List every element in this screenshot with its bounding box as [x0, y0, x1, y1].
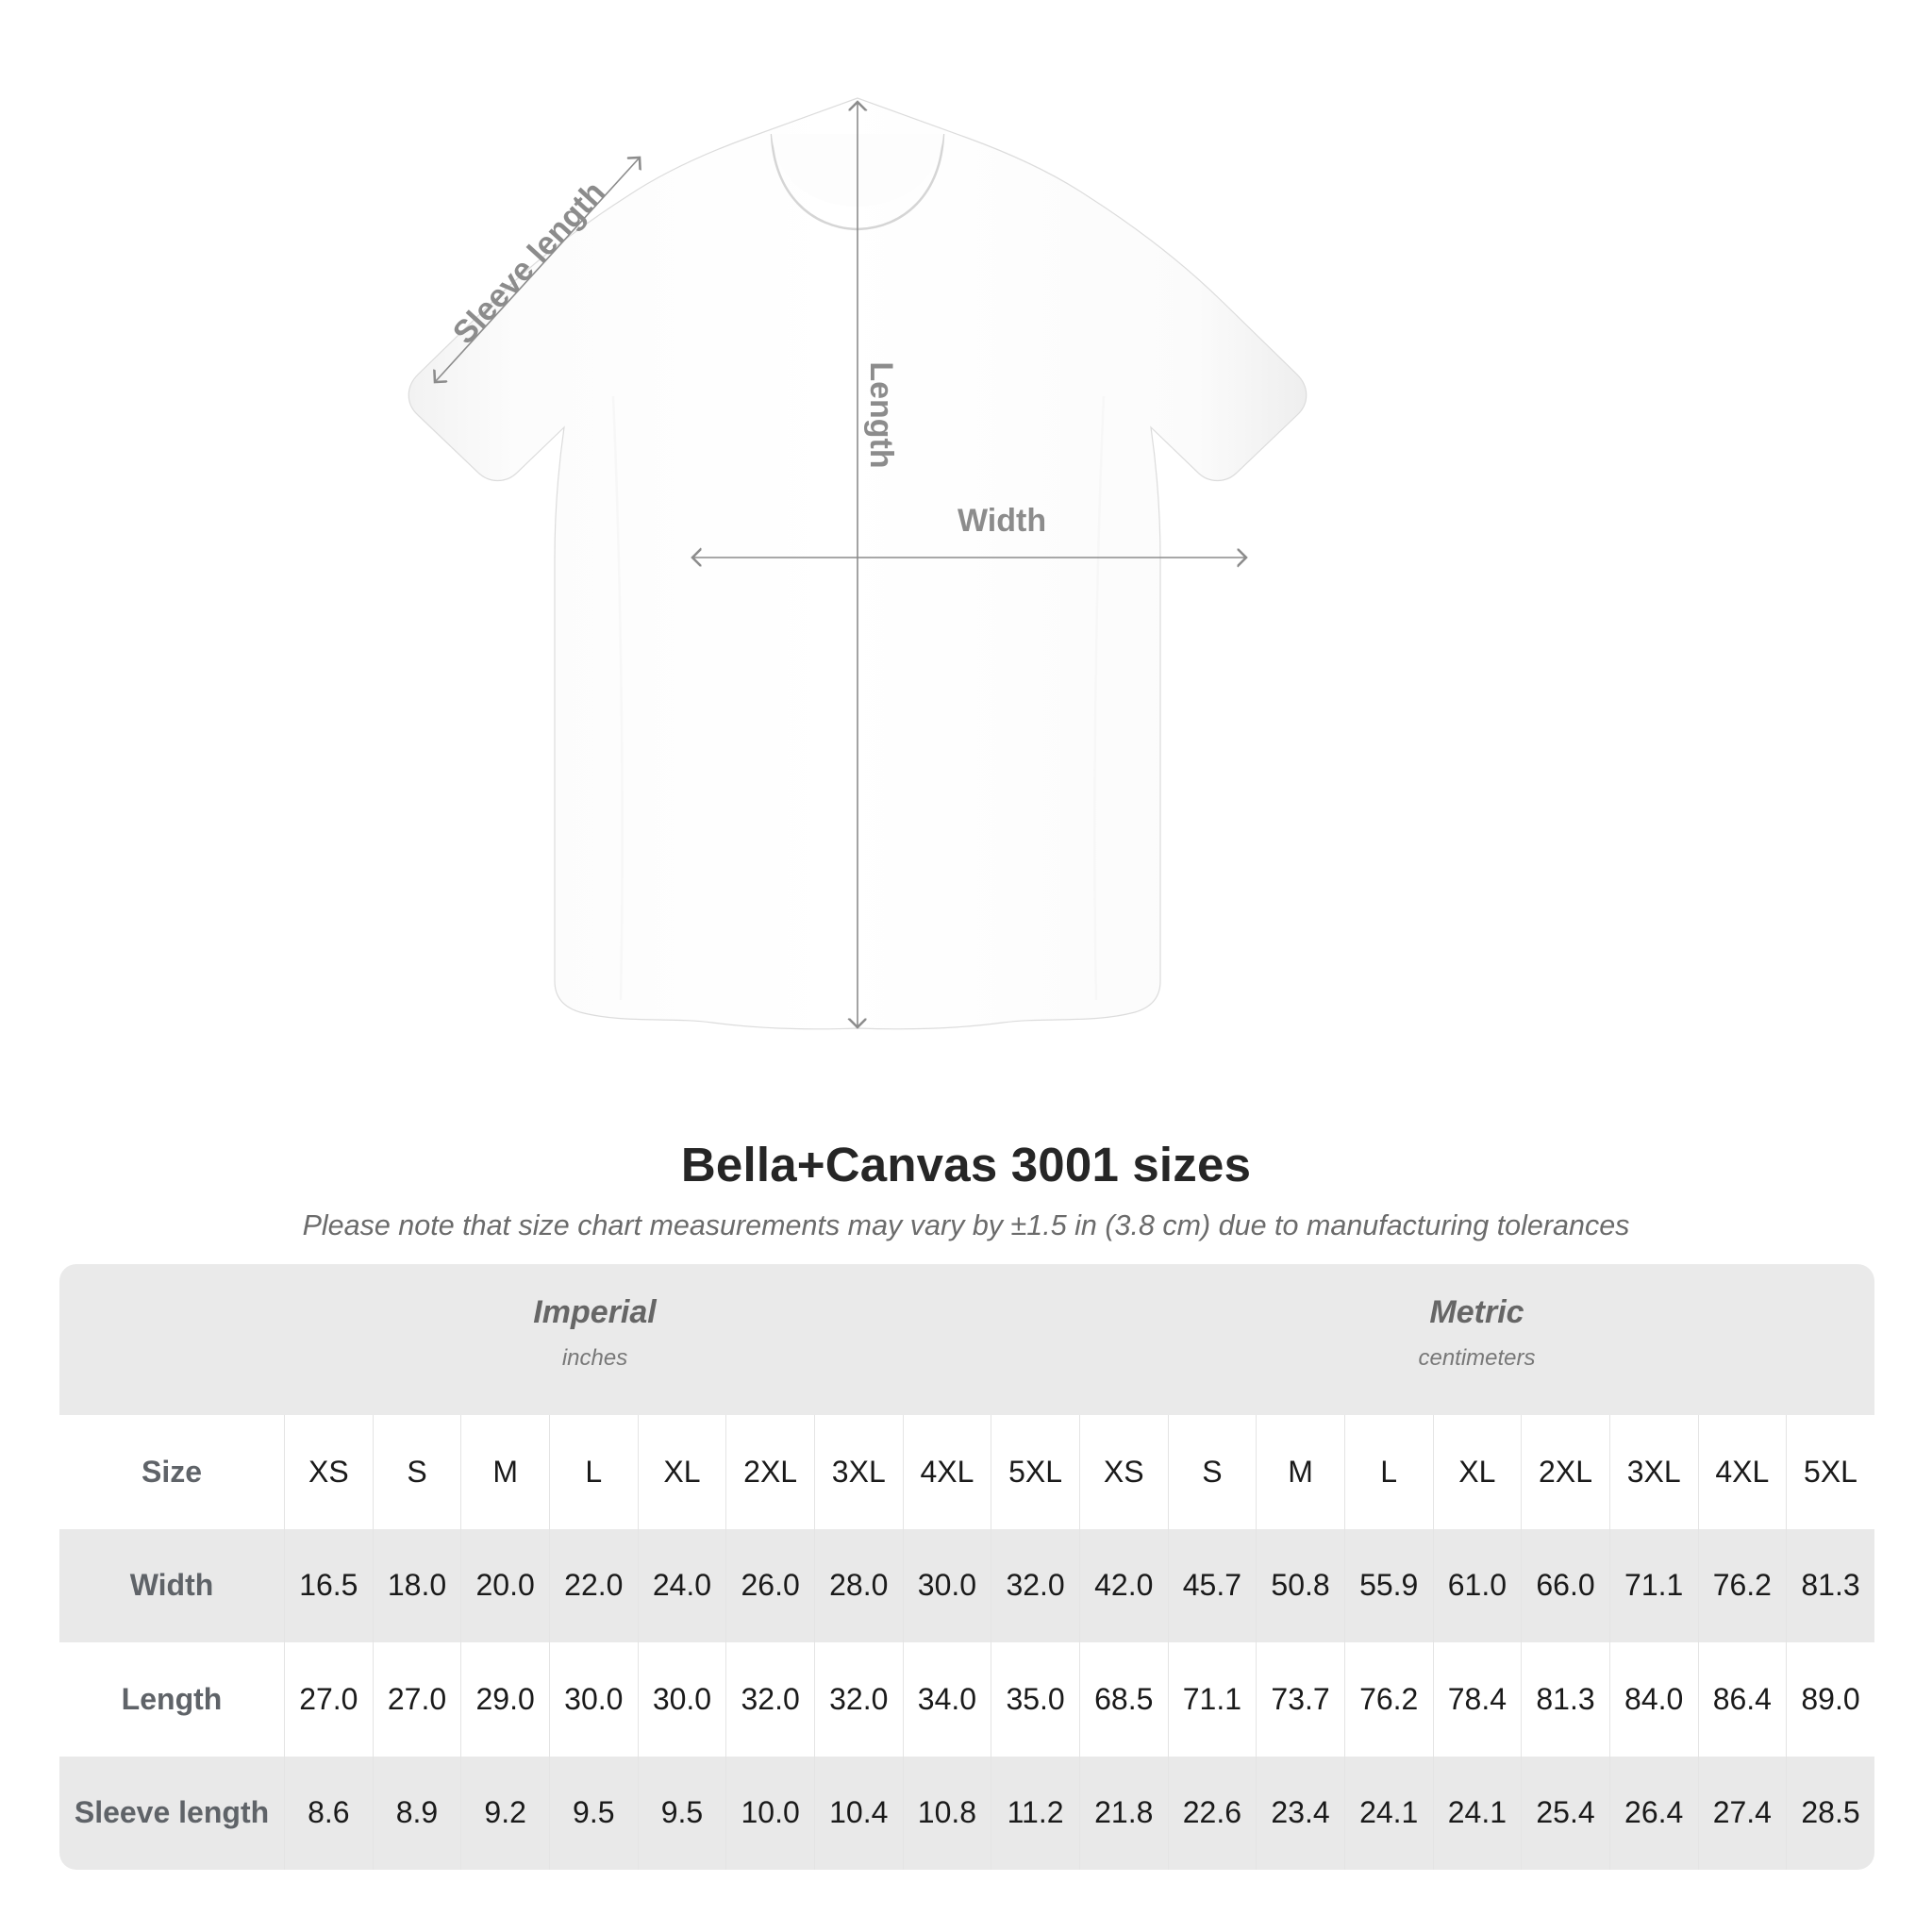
svg-text:Width: Width	[958, 503, 1046, 539]
svg-text:Length: Length	[863, 361, 899, 468]
